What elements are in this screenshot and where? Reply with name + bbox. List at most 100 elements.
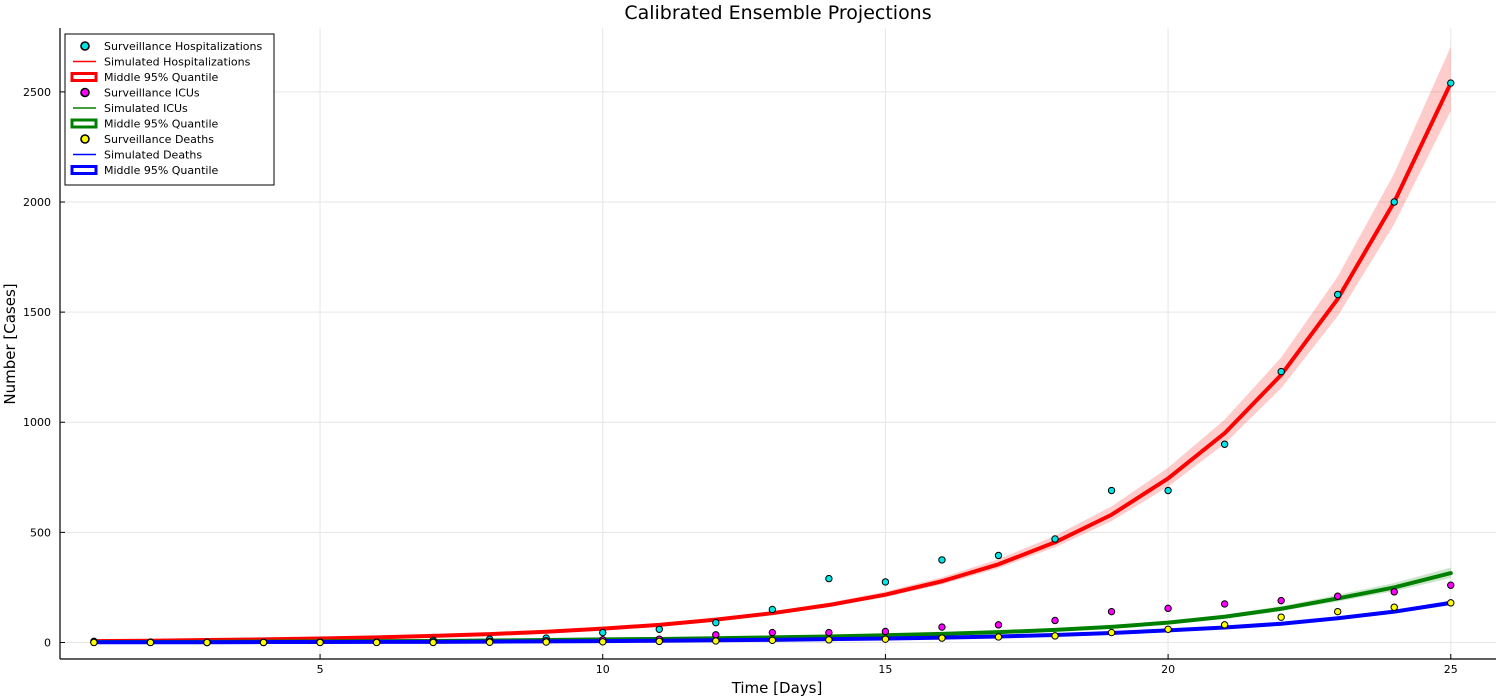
y-tick-label: 2000 (23, 196, 51, 209)
legend-item: Surveillance Deaths (80, 133, 214, 146)
icus-observed-point (994, 621, 1003, 629)
legend-item: Surveillance Hospitalizations (80, 40, 262, 53)
legend-band-swatch (70, 118, 98, 129)
deaths-observed-point (599, 638, 607, 646)
deaths-observed-point (316, 638, 324, 647)
icus-observed-point (1334, 592, 1342, 600)
legend-label: Simulated Deaths (104, 149, 202, 162)
legend-band-swatch (70, 72, 98, 82)
icus-observed-point (1107, 607, 1116, 616)
hospitalizations-observed-point (599, 628, 607, 637)
x-tick-label: 25 (1444, 663, 1458, 676)
deaths-observed-point (542, 638, 550, 646)
deaths-observed-point (1334, 607, 1342, 616)
hospitalizations-observed-point (1447, 79, 1455, 87)
y-axis-title: Number [Cases] (1, 283, 19, 404)
legend-item: Middle 95% Quantile (70, 71, 219, 84)
legend-band-swatch (70, 165, 98, 175)
deaths-observed-point (203, 638, 211, 647)
icus-observed-point (712, 631, 720, 639)
y-tick-label: 1000 (23, 416, 51, 429)
legend-label: Surveillance Deaths (104, 133, 214, 146)
icus-observed-point (881, 627, 890, 636)
deaths-observed-point (655, 637, 663, 646)
legend-item: Simulated Hospitalizations (73, 56, 251, 69)
hospitalizations-observed-point (1107, 486, 1116, 495)
deaths-observed-point (429, 638, 437, 647)
hospitalizations-simulated-line (91, 81, 1453, 644)
deaths-observed-point (372, 638, 381, 647)
legend-item: Simulated ICUs (73, 102, 188, 115)
hospitalizations-observed-point (1164, 486, 1172, 495)
y-tick-label: 500 (30, 526, 51, 539)
legend-label: Simulated Hospitalizations (104, 56, 251, 69)
legend-item: Surveillance ICUs (80, 87, 200, 100)
legend-marker (80, 134, 90, 144)
deaths-observed-point (1277, 613, 1285, 621)
icus-observed-point (1447, 581, 1455, 589)
deaths-observed-point (1447, 599, 1455, 607)
legend-item: Middle 95% Quantile (70, 164, 219, 177)
chart-title: Calibrated Ensemble Projections (624, 2, 931, 24)
legend-label: Middle 95% Quantile (104, 164, 219, 177)
legend-marker (80, 87, 90, 98)
deaths-observed-point (1164, 625, 1172, 633)
hospitalizations-quantile-band (93, 46, 1451, 642)
deaths-observed-point (1051, 632, 1059, 640)
hospitalizations-observed-point (1334, 290, 1342, 299)
deaths-observed-point (938, 634, 946, 642)
legend-label: Surveillance ICUs (104, 87, 200, 100)
icus-observed-point (1051, 616, 1059, 625)
hospitalizations-observed-point (938, 556, 946, 564)
line-layer (91, 81, 1453, 645)
legend-item: Middle 95% Quantile (70, 118, 219, 131)
legend-item: Simulated Deaths (73, 149, 202, 162)
point-layer (90, 79, 1455, 647)
deaths-observed-point (259, 638, 268, 647)
x-tick-label: 5 (317, 663, 324, 676)
hospitalizations-observed-point (1051, 535, 1059, 543)
legend-label: Surveillance Hospitalizations (104, 40, 262, 53)
hospitalizations-observed-point (712, 618, 720, 627)
legend-label: Middle 95% Quantile (104, 71, 219, 84)
x-tick-label: 15 (878, 663, 892, 676)
icus-observed-point (1277, 596, 1285, 605)
icus-observed-point (1220, 600, 1229, 608)
deaths-observed-point (1220, 621, 1229, 629)
deaths-observed-point (146, 638, 155, 647)
hospitalizations-observed-point (1220, 440, 1229, 448)
y-tick-label: 1500 (23, 306, 51, 319)
deaths-observed-point (881, 635, 890, 643)
icus-observed-point (938, 623, 946, 631)
hospitalizations-observed-point (825, 574, 833, 583)
hospitalizations-observed-point (1390, 198, 1398, 206)
legend-label: Simulated ICUs (104, 102, 188, 115)
x-axis-title: Time [Days] (731, 679, 823, 697)
deaths-observed-point (994, 633, 1003, 641)
deaths-observed-point (485, 638, 494, 646)
hospitalizations-observed-point (994, 551, 1003, 560)
hospitalizations-observed-point (655, 625, 663, 633)
icus-observed-point (768, 628, 777, 637)
deaths-observed-point (768, 636, 777, 644)
legend-label: Middle 95% Quantile (104, 118, 219, 131)
deaths-observed-point (90, 638, 98, 647)
icus-observed-point (1164, 604, 1172, 613)
hospitalizations-observed-point (1277, 367, 1285, 376)
band-layer (93, 46, 1451, 643)
grid-layer (60, 28, 1496, 659)
legend-box (64, 33, 275, 186)
x-tick-label: 20 (1161, 663, 1175, 676)
axis-layer: 5 10 15 20 25 0 500 1000 1500 2000 2500 (23, 28, 1496, 676)
hospitalizations-observed-point (881, 578, 890, 586)
deaths-observed-point (1107, 628, 1116, 637)
hospitalizations-observed-point (768, 605, 777, 614)
deaths-observed-point (1390, 603, 1398, 611)
deaths-observed-point (825, 636, 833, 644)
icus-observed-point (1390, 588, 1398, 596)
icus-observed-point (825, 628, 833, 637)
y-tick-label: 0 (44, 636, 51, 649)
legend: Surveillance Hospitalizations Simulated H… (64, 33, 275, 186)
legend-marker (80, 41, 90, 51)
